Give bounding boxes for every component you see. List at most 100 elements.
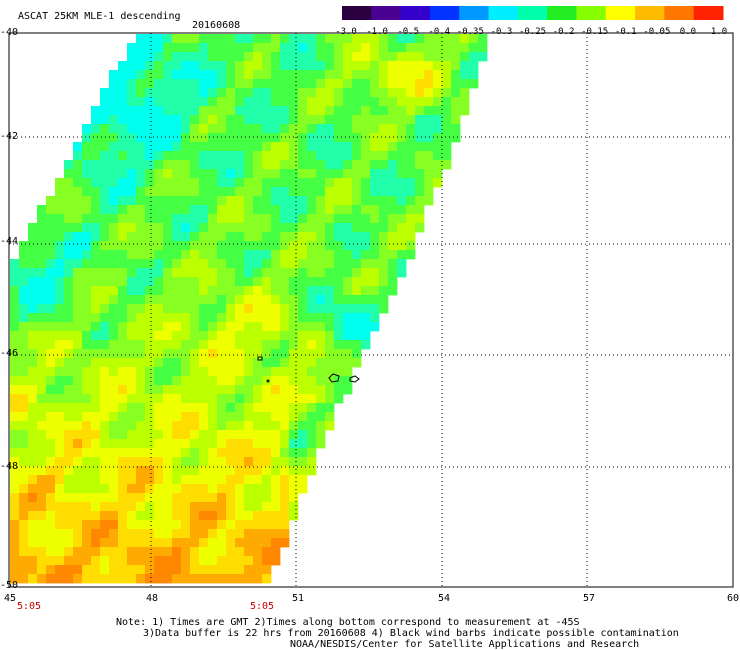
swath-cell — [199, 79, 209, 89]
swath-cell — [253, 457, 263, 467]
swath-cell — [199, 538, 209, 548]
swath-cell — [190, 331, 200, 341]
swath-cell — [136, 250, 146, 260]
swath-cell — [361, 160, 371, 170]
swath-cell — [217, 358, 227, 368]
swath-cell — [163, 511, 173, 521]
swath-cell — [190, 97, 200, 107]
swath-cell — [82, 277, 92, 287]
swath-cell — [91, 565, 101, 575]
swath-cell — [82, 565, 92, 575]
swath-cell — [217, 574, 227, 584]
swath-cell — [109, 394, 119, 404]
swath-cell — [46, 205, 56, 215]
swath-cell — [280, 124, 290, 134]
swath-cell — [262, 574, 272, 584]
swath-cell — [208, 250, 218, 260]
swath-cell — [64, 439, 74, 449]
swath-cell — [316, 151, 326, 161]
swath-cell — [190, 160, 200, 170]
swath-cell — [244, 547, 254, 557]
swath-cell — [307, 214, 317, 224]
swath-cell — [334, 358, 344, 368]
swath-cell — [352, 340, 362, 350]
swath-cell — [262, 457, 272, 467]
swath-cell — [289, 448, 299, 458]
swath-cell — [199, 466, 209, 476]
swath-cell — [82, 502, 92, 512]
swath-cell — [334, 232, 344, 242]
swath-cell — [10, 430, 20, 440]
swath-cell — [136, 79, 146, 89]
swath-cell — [118, 79, 128, 89]
swath-cell — [307, 97, 317, 107]
swath-cell — [73, 547, 83, 557]
swath-cell — [19, 403, 29, 413]
swath-cell — [262, 313, 272, 323]
swath-cell — [127, 97, 137, 107]
swath-cell — [163, 115, 173, 125]
swath-cell — [91, 538, 101, 548]
swath-cell — [82, 133, 92, 143]
swath-cell — [190, 340, 200, 350]
swath-cell — [127, 52, 137, 62]
swath-cell — [343, 268, 353, 278]
swath-cell — [181, 223, 191, 233]
swath-cell — [91, 358, 101, 368]
swath-cell — [235, 304, 245, 314]
swath-cell — [127, 367, 137, 377]
swath-cell — [28, 475, 38, 485]
swath-cell — [361, 79, 371, 89]
swath-cell — [397, 196, 407, 206]
swath-cell — [217, 151, 227, 161]
swath-cell — [82, 142, 92, 152]
swath-cell — [388, 187, 398, 197]
swath-cell — [37, 421, 47, 431]
swath-cell — [226, 205, 236, 215]
swath-cell — [307, 385, 317, 395]
swath-cell — [127, 421, 137, 431]
swath-cell — [433, 43, 443, 53]
swath-cell — [136, 205, 146, 215]
swath-cell — [91, 448, 101, 458]
swath-cell — [64, 574, 74, 584]
swath-cell — [181, 565, 191, 575]
swath-cell — [136, 187, 146, 197]
swath-cell — [55, 385, 65, 395]
swath-cell — [109, 565, 119, 575]
swath-cell — [127, 385, 137, 395]
swath-cell — [424, 187, 434, 197]
swath-cell — [226, 250, 236, 260]
swath-cell — [181, 430, 191, 440]
swath-cell — [127, 187, 137, 197]
swath-cell — [37, 511, 47, 521]
swath-cell — [397, 88, 407, 98]
swath-cell — [235, 502, 245, 512]
swath-cell — [325, 268, 335, 278]
swath-cell — [271, 421, 281, 431]
swath-cell — [244, 52, 254, 62]
swath-cell — [334, 142, 344, 152]
swath-cell — [352, 106, 362, 116]
swath-cell — [271, 394, 281, 404]
swath-cell — [55, 565, 65, 575]
swath-cell — [262, 358, 272, 368]
swath-cell — [397, 151, 407, 161]
swath-cell — [118, 286, 128, 296]
swath-cell — [163, 376, 173, 386]
swath-cell — [91, 151, 101, 161]
swath-cell — [91, 529, 101, 539]
swath-cell — [334, 322, 344, 332]
swath-cell — [370, 259, 380, 269]
swath-cell — [64, 484, 74, 494]
swath-cell — [244, 70, 254, 80]
swath-cell — [172, 466, 182, 476]
swath-cell — [424, 151, 434, 161]
swath-cell — [352, 286, 362, 296]
swath-cell — [424, 97, 434, 107]
swath-cell — [442, 97, 452, 107]
swath-cell — [316, 88, 326, 98]
swath-cell — [370, 79, 380, 89]
swath-cell — [28, 457, 38, 467]
swath-cell — [181, 385, 191, 395]
